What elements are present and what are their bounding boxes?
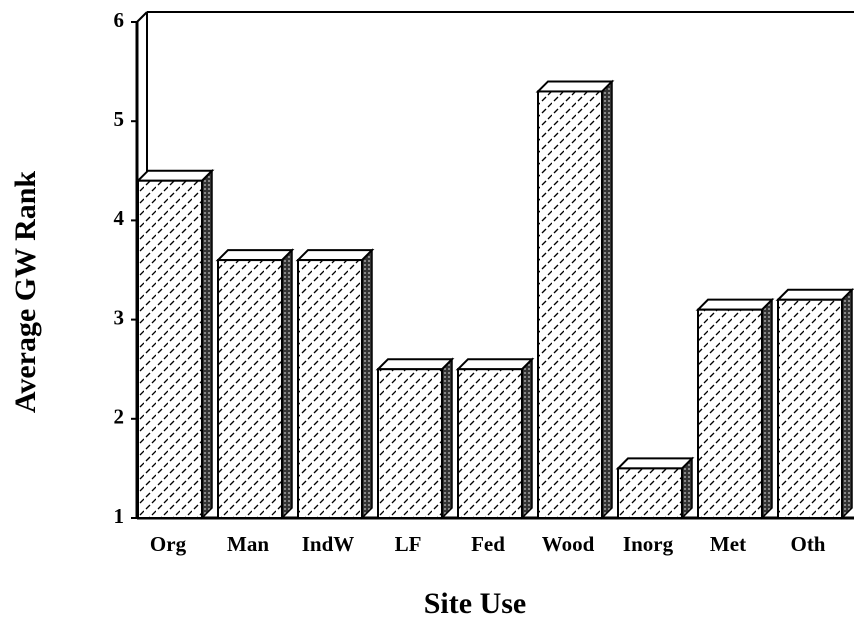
bar-top bbox=[535, 80, 615, 93]
bar bbox=[217, 259, 283, 519]
bar bbox=[137, 179, 203, 519]
bar-top bbox=[775, 288, 854, 301]
bar bbox=[457, 368, 523, 520]
bar-side bbox=[361, 248, 373, 520]
x-tick-label: Met bbox=[710, 532, 746, 556]
x-tick-label: Org bbox=[150, 532, 187, 556]
bar bbox=[377, 368, 443, 520]
bar-top bbox=[455, 358, 535, 371]
bar-top bbox=[135, 169, 215, 182]
bar bbox=[697, 308, 763, 519]
x-tick-label: Fed bbox=[471, 532, 505, 556]
axis-corner bbox=[136, 11, 148, 23]
bar-top bbox=[215, 249, 295, 262]
y-axis-title: Average GW Rank bbox=[9, 171, 42, 414]
x-tick-label: Man bbox=[227, 532, 269, 556]
bar-side bbox=[841, 287, 853, 520]
y-tick-label: 2 bbox=[114, 405, 125, 429]
bar bbox=[297, 259, 363, 519]
x-tick-label: Oth bbox=[790, 532, 825, 556]
bar bbox=[617, 467, 683, 519]
x-tick-label: Inorg bbox=[623, 532, 674, 556]
bar-side bbox=[201, 168, 213, 520]
x-tick-label: IndW bbox=[302, 532, 355, 556]
bar-side bbox=[601, 79, 613, 520]
bar bbox=[777, 298, 843, 520]
bar-top bbox=[695, 298, 775, 311]
y-tick-label: 1 bbox=[114, 504, 125, 528]
y-tick-label: 6 bbox=[114, 8, 125, 32]
x-tick-label: LF bbox=[395, 532, 422, 556]
y-tick-label: 5 bbox=[114, 107, 125, 131]
bar-top bbox=[375, 358, 455, 371]
bar-side bbox=[521, 357, 533, 520]
y-tick-label: 4 bbox=[114, 206, 125, 230]
bar bbox=[537, 90, 603, 519]
bar-side bbox=[441, 357, 453, 520]
bar-top bbox=[295, 249, 375, 262]
x-tick-label: Wood bbox=[542, 532, 595, 556]
x-axis-title: Site Use bbox=[424, 587, 526, 620]
bar-side bbox=[761, 297, 773, 520]
bar-top bbox=[615, 457, 695, 470]
y-tick-label: 3 bbox=[114, 305, 125, 329]
bar-side bbox=[281, 248, 293, 520]
